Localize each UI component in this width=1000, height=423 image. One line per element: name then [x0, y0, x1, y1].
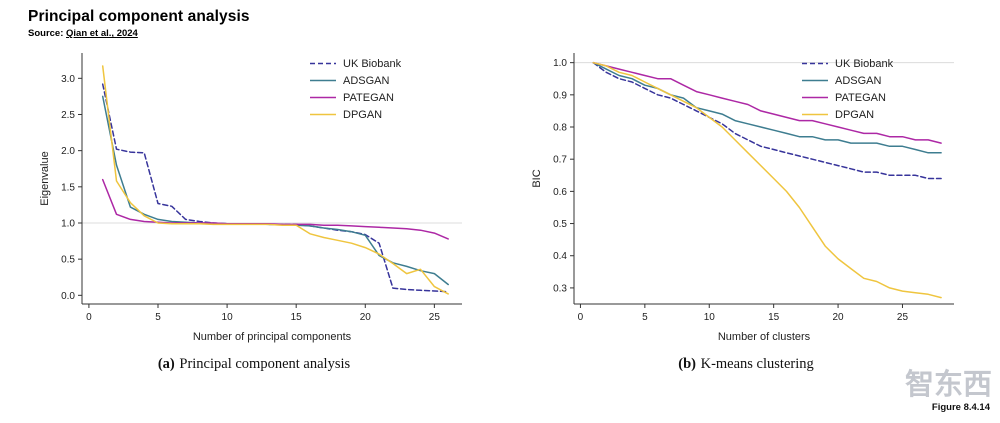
caption-pca: (a) Principal component analysis — [158, 356, 350, 373]
x-tick-label: 0 — [86, 312, 92, 323]
legend-label: UK Biobank — [835, 58, 894, 70]
figure-number: Figure 8.4.14 — [931, 402, 990, 413]
caption-pca-text: Principal component analysis — [179, 356, 351, 372]
page-title: Principal component analysis — [28, 8, 250, 25]
series-line-dpgan — [101, 65, 449, 295]
legend-label: ADSGAN — [343, 75, 390, 87]
y-tick-label: 0.4 — [553, 251, 567, 262]
x-tick-label: 10 — [222, 312, 234, 323]
y-tick-label: 1.5 — [61, 182, 75, 193]
series-line-uk_biobank — [101, 83, 449, 293]
x-tick-label: 20 — [833, 312, 845, 323]
x-tick-label: 15 — [768, 312, 780, 323]
y-tick-label: 0.9 — [553, 90, 567, 101]
x-tick-label: 0 — [578, 312, 584, 323]
legend-label: PATEGAN — [835, 92, 886, 104]
series-line-pategan — [592, 61, 942, 144]
y-tick-label: 1.0 — [553, 58, 567, 69]
kmeans-chart: 0 5 10 15 20 25 0.3 0.4 0.5 0.6 0.7 0.8 0.9 1.0 Number… — [531, 53, 954, 343]
y-tick-label: 0.6 — [553, 187, 567, 198]
y-tick-label: 0.8 — [553, 123, 567, 134]
y-tick-label: 2.0 — [61, 146, 75, 157]
legend-label: PATEGAN — [343, 92, 394, 104]
caption-kmeans: (b) K-means clustering — [678, 356, 814, 373]
y-tick-label: 0.0 — [61, 291, 75, 302]
header: Principal component analysis Source: Qia… — [0, 8, 1000, 39]
legend-label: ADSGAN — [835, 75, 882, 87]
caption-kmeans-text: K-means clustering — [700, 356, 814, 372]
y-tick-label: 0.5 — [61, 255, 75, 266]
y-tick-label: 0.3 — [553, 283, 567, 294]
source-line: Source: Qian et al., 2024 — [28, 28, 1000, 39]
y-tick-label: 3.0 — [61, 74, 75, 85]
series-line-dpgan — [592, 61, 942, 299]
legend-label: DPGAN — [835, 109, 874, 121]
legend-label: DPGAN — [343, 109, 382, 121]
chart-panel-pca: 0 5 10 15 20 25 0.0 0.5 1.0 1.5 2.0 2.5 3.0 Number of… — [34, 43, 474, 373]
y-axis-label: Eigenvalue — [39, 151, 51, 205]
source-link[interactable]: Qian et al., 2024 — [66, 28, 138, 39]
x-tick-label: 5 — [642, 312, 648, 323]
x-tick-label: 5 — [155, 312, 161, 323]
caption-pca-prefix: (a) — [157, 356, 175, 372]
caption-kmeans-prefix: (b) — [678, 356, 696, 372]
y-tick-label: 1.0 — [61, 218, 75, 229]
y-tick-label: 2.5 — [61, 110, 75, 121]
pca-chart: 0 5 10 15 20 25 0.0 0.5 1.0 1.5 2.0 2.5 3.0 Number of… — [39, 53, 462, 343]
chart-panel-kmeans: 0 5 10 15 20 25 0.3 0.4 0.5 0.6 0.7 0.8 0.9 1.0 Number… — [526, 43, 966, 373]
y-axis-label: BIC — [531, 169, 543, 187]
x-tick-label: 20 — [360, 312, 372, 323]
source-label: Source: — [28, 28, 64, 39]
x-tick-label: 25 — [897, 312, 909, 323]
series-line-uk_biobank — [592, 61, 942, 180]
x-tick-label: 10 — [704, 312, 716, 323]
watermark-logo: 智东西 — [904, 367, 992, 401]
charts-row: 0 5 10 15 20 25 0.0 0.5 1.0 1.5 2.0 2.5 3.0 Number of… — [0, 43, 1000, 373]
y-tick-label: 0.7 — [553, 155, 567, 166]
y-tick-label: 0.5 — [553, 219, 567, 230]
legend-label: UK Biobank — [343, 58, 402, 70]
x-tick-label: 25 — [429, 312, 441, 323]
x-axis-label: Number of clusters — [718, 331, 811, 343]
x-axis-label: Number of principal components — [193, 331, 352, 343]
x-tick-label: 15 — [291, 312, 303, 323]
series-line-adsgan — [592, 61, 942, 154]
